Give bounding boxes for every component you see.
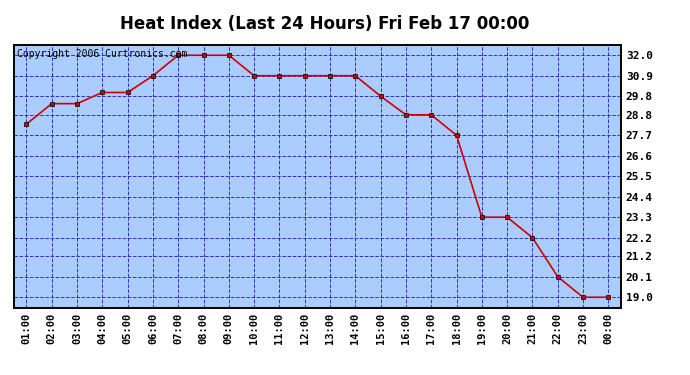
Text: Copyright 2006 Curtronics.com: Copyright 2006 Curtronics.com [17, 49, 187, 59]
Text: Heat Index (Last 24 Hours) Fri Feb 17 00:00: Heat Index (Last 24 Hours) Fri Feb 17 00… [119, 15, 529, 33]
